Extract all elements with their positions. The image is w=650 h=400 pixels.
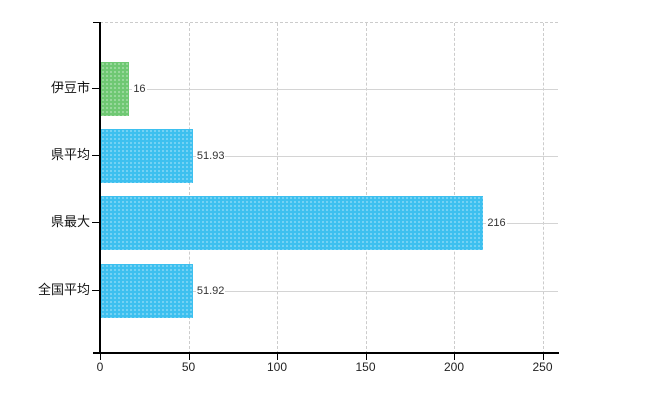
x-axis-tick-label: 250: [532, 360, 553, 374]
bar-value-label: 51.92: [195, 283, 226, 298]
bar-4: [101, 263, 193, 318]
category-label: 伊豆市: [50, 80, 90, 95]
y-axis: [99, 22, 101, 353]
vertical-gridline: [542, 23, 544, 354]
y-axis-tick: [92, 155, 100, 157]
x-axis-tick: [365, 353, 367, 360]
vertical-gridline: [277, 23, 278, 354]
y-axis-tick: [92, 222, 100, 224]
y-axis-tick: [92, 289, 100, 291]
y-axis-top-cap: [93, 22, 100, 23]
bar-3: [101, 196, 484, 251]
x-axis-tick-label: 100: [266, 360, 288, 374]
vertical-gridline: [365, 23, 367, 354]
vertical-gridline: [188, 23, 190, 354]
x-axis-tick-label: 50: [181, 360, 196, 374]
x-axis-tick-label: 0: [96, 360, 104, 374]
x-axis-tick: [188, 353, 190, 360]
bar-value-label: 16: [132, 82, 147, 96]
horizontal-gridline: [100, 156, 558, 158]
category-label: 県最大: [50, 214, 90, 230]
bar-1: [101, 62, 130, 116]
x-axis-tick-label: 150: [355, 360, 376, 374]
horizontal-gridline: [100, 89, 558, 90]
x-axis: [93, 352, 559, 354]
x-axis-tick: [277, 353, 278, 360]
horizontal-gridline: [100, 290, 558, 292]
category-label: 県平均: [50, 147, 90, 163]
bar-2: [101, 129, 193, 184]
x-axis-tick: [100, 353, 101, 360]
category-label: 全国平均: [37, 281, 90, 297]
plot-area: 16 51.93 216 51.92: [100, 22, 558, 354]
x-axis-tick: [454, 353, 455, 360]
bar-value-label: 216: [486, 216, 507, 231]
y-axis-tick: [92, 88, 100, 89]
x-axis-tick: [542, 353, 544, 360]
vertical-gridline: [454, 23, 455, 354]
bar-value-label: 51.93: [195, 149, 226, 164]
x-axis-tick-label: 200: [443, 360, 465, 374]
